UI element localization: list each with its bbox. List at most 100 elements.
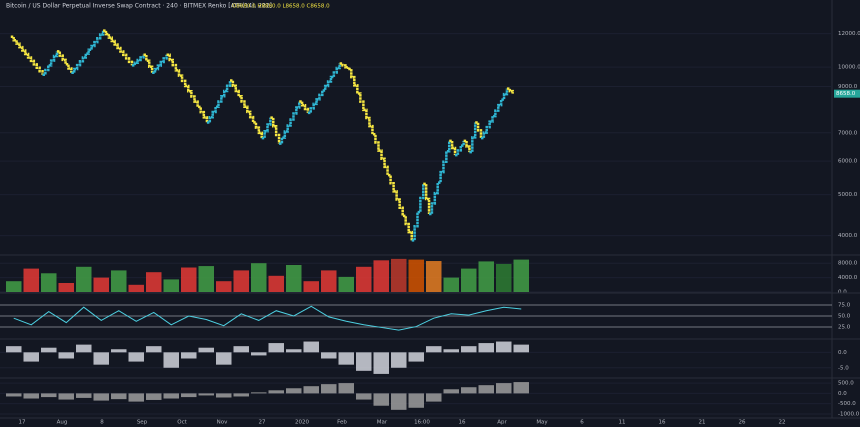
renko-segment (506, 87, 514, 94)
bar (111, 270, 127, 292)
x-tick-label: Apr (497, 420, 507, 426)
bar (321, 384, 337, 394)
bar (268, 343, 284, 353)
renko-segment (475, 121, 483, 139)
bar (198, 266, 214, 292)
bar (251, 352, 267, 356)
bar (181, 352, 197, 359)
bar (338, 276, 354, 292)
bar (496, 383, 512, 394)
bar (128, 284, 144, 292)
renko-segment (299, 100, 310, 113)
bar (251, 392, 267, 394)
y-tick-label: 12000.0 (838, 31, 860, 37)
bar (23, 352, 39, 362)
bar (163, 393, 179, 399)
y-tick-label: 8000.0 (838, 261, 858, 267)
renko-segment (230, 79, 263, 139)
bar (6, 346, 22, 353)
bar (128, 352, 144, 362)
bar (356, 393, 372, 400)
bar (496, 263, 512, 292)
renko-segment (307, 63, 341, 115)
bar (356, 352, 372, 371)
renko-segment (10, 35, 44, 75)
renko-segment (348, 67, 413, 241)
bar (426, 346, 442, 353)
x-tick-label: Oct (177, 420, 187, 426)
bar (41, 347, 57, 353)
oscillator-line (13, 305, 522, 331)
bar (513, 344, 529, 353)
bar (146, 272, 162, 292)
bar (268, 275, 284, 292)
y-tick-label: 50.0 (838, 314, 851, 320)
renko-segment (469, 122, 477, 154)
bar (128, 393, 144, 402)
bar (41, 273, 57, 292)
bar (198, 347, 214, 353)
bar (478, 343, 494, 353)
x-tick-label: 16:00 (414, 420, 430, 426)
bar (408, 259, 424, 292)
renko-segment (455, 140, 465, 157)
x-tick-label: 26 (739, 420, 746, 426)
bar (23, 393, 39, 399)
y-tick-label: 10000.0 (838, 65, 860, 71)
renko-segment (429, 140, 451, 216)
bar (23, 268, 39, 292)
renko-segment (166, 53, 209, 123)
bar (443, 349, 459, 353)
bar (233, 393, 249, 397)
renko-segment (480, 88, 509, 140)
bar (513, 382, 529, 394)
renko-segment (279, 101, 301, 145)
bar (41, 393, 57, 398)
bar (233, 346, 249, 353)
y-tick-label: 25.0 (838, 325, 851, 331)
y-tick-label: -500.0 (838, 401, 856, 407)
renko-segment (449, 139, 457, 156)
renko-segment (261, 117, 272, 140)
x-tick-label: 16 (459, 420, 466, 426)
x-tick-label: 16 (659, 420, 666, 426)
renko-segment (423, 182, 431, 215)
bar (286, 388, 302, 394)
bar (58, 352, 74, 359)
bar (321, 352, 337, 359)
renko-segment (42, 51, 59, 76)
bar (111, 349, 127, 353)
x-tick-label: 27 (259, 420, 266, 426)
y-tick-label: 4000.0 (838, 275, 858, 281)
y-tick-label: -1000.0 (838, 411, 860, 417)
bar (443, 277, 459, 292)
bar (408, 393, 424, 408)
bar (426, 393, 442, 402)
bar (338, 383, 354, 394)
bar (496, 341, 512, 353)
bar (443, 389, 459, 394)
ohlc: O8880.0 H8880.0 L8658.0 C8658.0 (232, 4, 330, 10)
renko-segment (103, 29, 134, 66)
y-tick-label: 5000.0 (838, 192, 858, 198)
bar (76, 393, 92, 398)
y-tick-label: -5.0 (838, 365, 849, 371)
x-tick-label: Aug (57, 420, 68, 426)
bar (391, 352, 407, 368)
bar (93, 277, 109, 292)
renko-segment (56, 50, 73, 73)
bar (268, 390, 284, 394)
bar (76, 266, 92, 292)
bar (373, 260, 389, 292)
y-tick-label: 0.0 (838, 350, 847, 356)
bar (338, 352, 354, 365)
bar (461, 346, 477, 353)
bar (373, 352, 389, 374)
renko-segment (411, 183, 425, 242)
bar (233, 270, 249, 292)
y-tick-label: 4000.0 (838, 233, 858, 239)
bar (216, 281, 232, 292)
x-tick-label: 21 (699, 420, 706, 426)
bar (146, 346, 162, 353)
